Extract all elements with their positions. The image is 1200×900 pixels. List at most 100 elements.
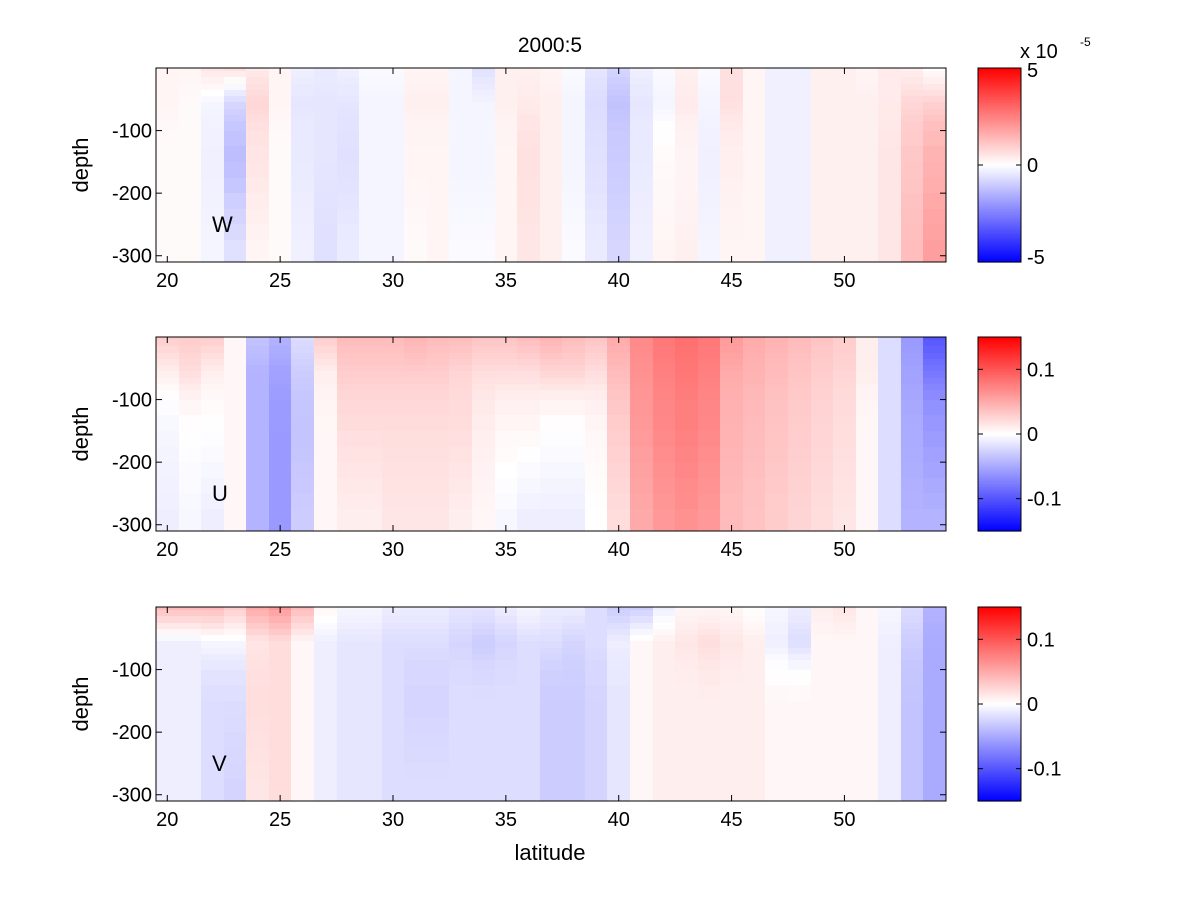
heatmap-cell	[653, 701, 675, 717]
colorbar-swatch	[978, 393, 1021, 396]
colorbar-swatch	[978, 616, 1021, 619]
heatmap-cell	[653, 641, 675, 648]
heatmap-cell	[630, 607, 653, 610]
heatmap-cell	[495, 384, 517, 390]
heatmap-cell	[337, 616, 359, 623]
heatmap-cell	[517, 415, 540, 431]
heatmap-cell	[404, 763, 427, 779]
heatmap-cell	[156, 400, 179, 415]
heatmap-cell	[382, 84, 404, 90]
heatmap-cell	[653, 131, 675, 146]
heatmap-cell	[698, 77, 720, 84]
heatmap-cell	[269, 415, 291, 431]
heatmap-cell	[495, 378, 517, 384]
colorbar-swatch	[978, 399, 1021, 402]
colorbar-swatch	[978, 770, 1021, 773]
heatmap-cell	[449, 610, 472, 616]
heatmap-cell	[878, 493, 901, 509]
heatmap-cell	[269, 478, 291, 493]
heatmap-cell	[156, 162, 179, 178]
heatmap-cell	[179, 131, 201, 146]
heatmap-cell	[901, 68, 923, 71]
heatmap-cell	[607, 115, 630, 121]
heatmap-cell	[607, 431, 630, 447]
heatmap-cell	[246, 115, 269, 121]
y-tick-label: -200	[112, 722, 152, 744]
heatmap-cell	[472, 102, 495, 109]
heatmap-cell	[901, 178, 923, 193]
heatmap-cell	[630, 493, 653, 509]
colorbar-swatch	[978, 710, 1021, 713]
colorbar-swatch	[978, 485, 1021, 488]
heatmap-cell	[427, 717, 449, 732]
heatmap-cell	[743, 337, 765, 340]
heatmap-cell	[201, 629, 224, 635]
colorbar-swatch	[978, 155, 1021, 159]
heatmap-cell	[675, 748, 698, 763]
heatmap-cell	[788, 732, 811, 748]
heatmap-cell	[743, 616, 765, 623]
colorbar-swatch	[978, 760, 1021, 763]
heatmap-cell	[404, 68, 427, 71]
colorbar-swatch	[978, 122, 1021, 125]
heatmap-cell	[607, 779, 630, 801]
heatmap-cell	[540, 77, 562, 84]
heatmap-cell	[179, 353, 201, 359]
heatmap-cell	[607, 748, 630, 763]
heatmap-cell	[337, 493, 359, 509]
colorbar-swatch	[978, 697, 1021, 701]
heatmap-cell	[314, 607, 337, 610]
heatmap-cell	[427, 763, 449, 779]
heatmap-cell	[585, 77, 607, 84]
heatmap-cell	[720, 131, 743, 146]
heatmap-cell	[382, 131, 404, 146]
heatmap-cell	[585, 685, 607, 701]
heatmap-cell	[630, 748, 653, 763]
heatmap-cell	[404, 193, 427, 209]
colorbar-swatch	[978, 464, 1021, 467]
colorbar-swatch	[978, 121, 1021, 124]
heatmap-cell	[765, 353, 788, 359]
colorbar-swatch	[978, 474, 1021, 478]
heatmap-cell	[382, 701, 404, 717]
heatmap-cell	[337, 717, 359, 732]
heatmap-cell	[653, 478, 675, 493]
heatmap-cell	[269, 84, 291, 90]
heatmap-cell	[404, 71, 427, 77]
heatmap-cell	[359, 68, 382, 71]
heatmap-cell	[449, 748, 472, 763]
heatmap-cell	[404, 610, 427, 616]
heatmap-cell	[449, 685, 472, 701]
colorbar-swatch	[978, 450, 1021, 453]
heatmap-cell	[404, 240, 427, 262]
heatmap-cell	[269, 648, 291, 654]
heatmap-cell	[359, 353, 382, 359]
heatmap-cell	[630, 660, 653, 670]
colorbar-swatch	[978, 251, 1021, 254]
heatmap-cell	[698, 353, 720, 359]
heatmap-cell	[404, 131, 427, 146]
heatmap-cell	[901, 660, 923, 670]
heatmap-cell	[878, 648, 901, 654]
colorbar-swatch	[978, 240, 1021, 243]
colorbar-swatch	[978, 143, 1021, 146]
heatmap-cell	[449, 431, 472, 447]
heatmap-cell	[495, 431, 517, 447]
heatmap-cell	[765, 779, 788, 801]
heatmap-cell	[382, 447, 404, 462]
heatmap-cell	[788, 462, 811, 478]
heatmap-cell	[743, 71, 765, 77]
heatmap-cell	[291, 648, 314, 654]
heatmap-cell	[517, 623, 540, 629]
heatmap-cell	[337, 701, 359, 717]
heatmap-cell	[314, 384, 337, 390]
heatmap-cell	[427, 685, 449, 701]
heatmap-cell	[179, 378, 201, 384]
x-tick-label: 20	[156, 539, 178, 561]
heatmap-cell	[585, 378, 607, 384]
heatmap-cell	[833, 102, 856, 109]
heatmap-cell	[901, 96, 923, 102]
colorbar-swatch	[978, 95, 1021, 98]
colorbar-swatch	[978, 625, 1021, 628]
heatmap-cell	[156, 779, 179, 801]
